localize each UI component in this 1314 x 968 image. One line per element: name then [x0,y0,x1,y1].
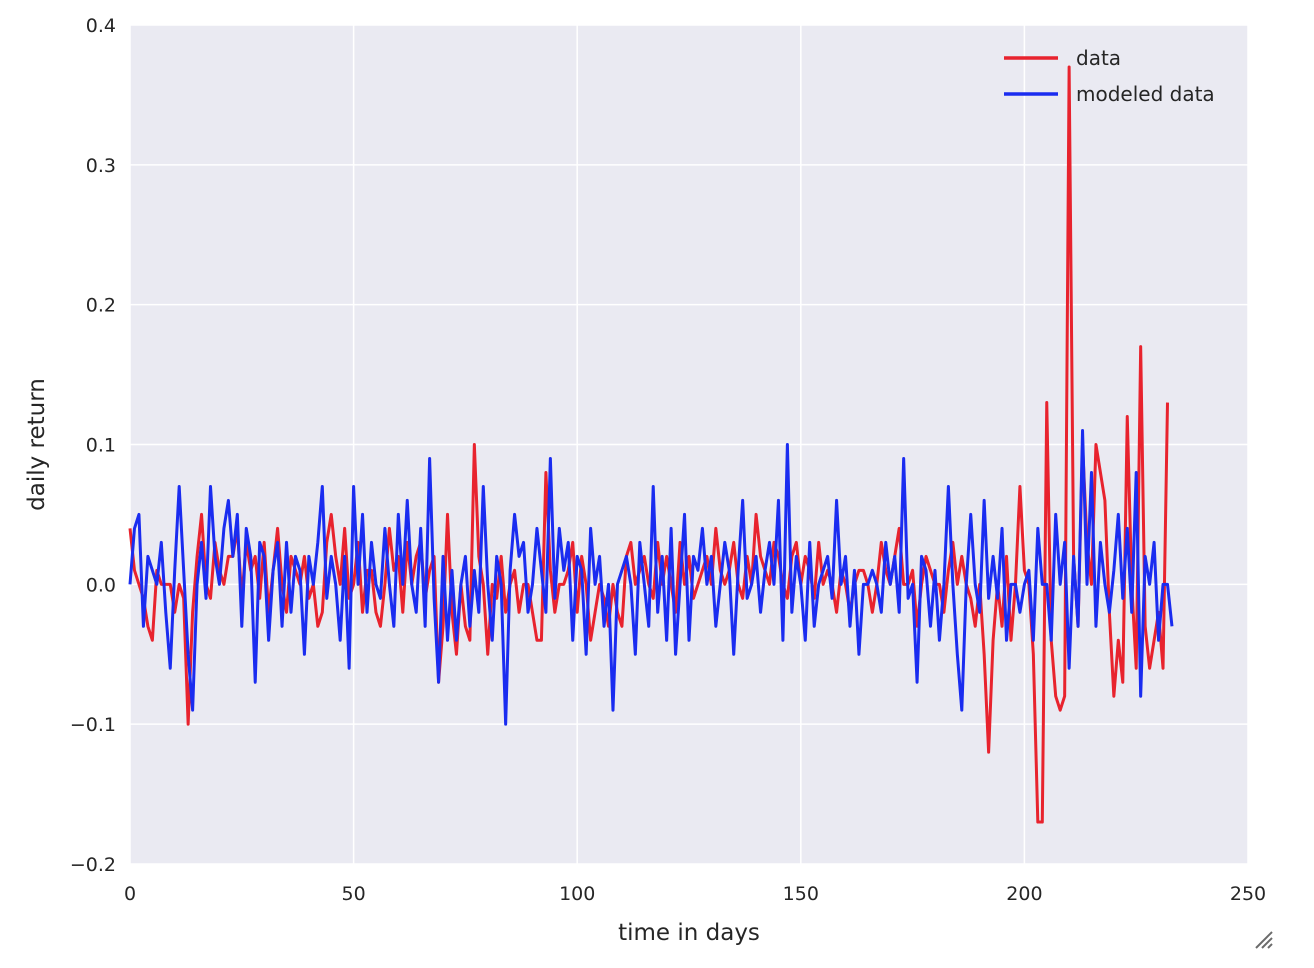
y-tick-label: 0.1 [86,435,116,457]
x-axis-title: time in days [618,920,760,946]
x-tick-label: 0 [124,883,136,905]
x-tick-label: 250 [1230,883,1266,905]
x-tick-label: 100 [559,883,595,905]
x-tick-label: 50 [342,883,366,905]
x-tick-label: 200 [1006,883,1042,905]
y-axis-title: daily return [24,378,50,511]
series-lines [128,65,1174,824]
x-tick-label: 150 [783,883,819,905]
y-tick-label: −0.2 [70,854,116,876]
series-line-modeled-data [128,429,1174,726]
y-tick-label: 0.3 [86,155,116,177]
legend-label: data [1076,46,1121,70]
y-tick-label: 0.4 [86,15,116,37]
legend: data modeled data [1004,46,1215,106]
legend-label: modeled data [1076,82,1215,106]
resize-grip-icon[interactable] [1252,928,1274,950]
y-tick-label: 0.2 [86,295,116,317]
x-tick-labels: 0 50 100 150 200 250 [124,883,1266,905]
y-tick-label: 0.0 [86,574,116,596]
y-tick-labels: −0.2 −0.1 0.0 0.1 0.2 0.3 0.4 [70,15,116,876]
grid-lines [129,24,1249,865]
y-tick-label: −0.1 [70,714,116,736]
